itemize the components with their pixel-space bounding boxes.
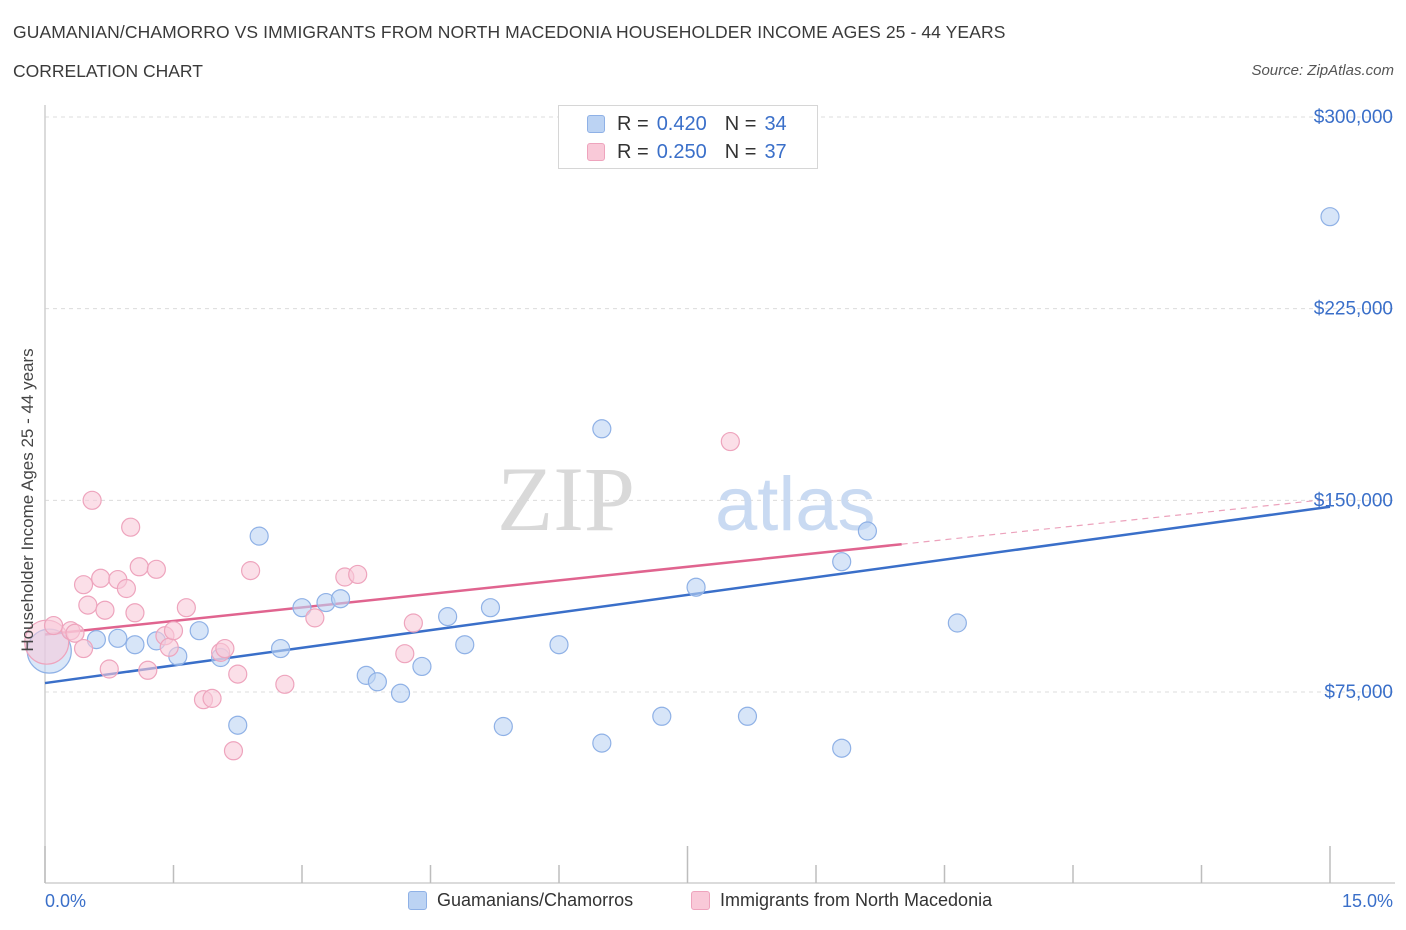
legend-swatch-blue: [587, 115, 605, 133]
point-guamanian: [832, 738, 852, 758]
watermark-atlas: atlas: [715, 462, 876, 547]
point-macedonia: [91, 568, 111, 588]
x-tick-label-min: 0.0%: [45, 891, 87, 911]
data-points: [24, 207, 1340, 761]
axes: [44, 105, 1395, 884]
point-macedonia: [129, 557, 149, 577]
legend-r-label: R =: [617, 140, 649, 163]
point-guamanian: [480, 598, 501, 618]
trend-line-guamanian: [44, 505, 1331, 685]
point-guamanian: [228, 715, 248, 735]
x-tick-label-max: 15.0%: [1341, 891, 1393, 911]
point-macedonia: [159, 637, 179, 657]
legend-n-value: 37: [764, 140, 787, 163]
point-guamanian: [592, 419, 612, 439]
legend-r-label: R =: [617, 112, 649, 135]
point-macedonia: [403, 613, 423, 633]
point-macedonia: [99, 659, 119, 679]
point-guamanian: [493, 716, 513, 737]
point-guamanian: [292, 598, 312, 618]
point-macedonia: [82, 490, 102, 510]
point-guamanian: [737, 706, 758, 726]
legend-r-value: 0.250: [656, 140, 707, 163]
point-macedonia: [348, 564, 368, 585]
legend-row-guamanian: R = 0.420 N = 34: [559, 110, 787, 138]
grid-lines: [45, 116, 1395, 693]
legend-r-value: 0.420: [656, 112, 707, 135]
chart-subtitle: CORRELATION CHART: [13, 61, 203, 81]
point-macedonia: [43, 615, 64, 636]
chart-title: GUAMANIAN/CHAMORRO VS IMMIGRANTS FROM NO…: [13, 22, 1006, 42]
point-guamanian: [857, 521, 878, 541]
point-guamanian: [189, 621, 209, 641]
point-macedonia: [125, 603, 145, 623]
point-macedonia: [65, 623, 85, 643]
point-guamanian: [1320, 207, 1340, 227]
legend-n-value: 34: [764, 112, 787, 135]
point-macedonia: [202, 688, 222, 708]
y-tick-label: $150,000: [1314, 490, 1393, 511]
point-guamanian: [108, 628, 128, 648]
y-axis-label-wrap: Householder Income Ages 25 - 44 years: [16, 320, 40, 680]
legend-row-macedonia: R = 0.250 N = 37: [559, 138, 787, 166]
point-macedonia: [78, 595, 98, 615]
bottom-legend-label: Immigrants from North Macedonia: [720, 890, 993, 910]
watermark: ZIP atlas: [497, 448, 876, 550]
point-macedonia: [95, 600, 115, 620]
point-macedonia: [395, 644, 415, 664]
source-label: Source: ZipAtlas.com: [1251, 62, 1394, 79]
point-macedonia: [163, 621, 184, 641]
point-guamanian: [270, 638, 291, 659]
y-tick-label: $75,000: [1324, 682, 1393, 703]
point-guamanian: [390, 683, 411, 703]
point-macedonia: [138, 660, 158, 680]
point-macedonia: [305, 608, 325, 628]
point-macedonia: [116, 578, 136, 599]
point-macedonia: [73, 575, 94, 595]
y-tick-labels: $75,000 $150,000 $225,000 $300,000: [1314, 107, 1393, 703]
point-macedonia: [121, 517, 141, 537]
point-guamanian: [367, 672, 387, 692]
point-guamanian: [455, 635, 475, 655]
y-tick-label: $225,000: [1314, 299, 1393, 320]
point-guamanian: [549, 635, 569, 655]
point-macedonia: [73, 638, 94, 659]
point-macedonia: [228, 664, 248, 684]
point-guamanian: [832, 552, 852, 572]
point-macedonia: [223, 741, 244, 761]
point-macedonia: [215, 638, 235, 659]
point-macedonia: [241, 561, 261, 581]
trend-line-macedonia-extension: [901, 498, 1331, 545]
point-guamanian: [125, 635, 145, 655]
point-macedonia: [275, 674, 295, 694]
point-guamanian: [592, 733, 612, 753]
legend-n-label: N =: [724, 112, 757, 135]
point-macedonia: [146, 559, 166, 579]
point-guamanian: [652, 706, 672, 726]
point-macedonia: [720, 431, 740, 452]
bottom-legend-guamanian: Guamanians/Chamorros: [408, 890, 633, 911]
point-guamanian: [330, 589, 351, 609]
point-guamanian: [947, 613, 967, 633]
point-macedonia: [176, 598, 196, 618]
stats-legend: R = 0.420 N = 34 R = 0.250 N = 37: [558, 105, 818, 169]
watermark-zip: ZIP: [497, 448, 635, 550]
bottom-legend-label: Guamanians/Chamorros: [437, 890, 634, 910]
trend-lines: [44, 498, 1331, 685]
point-guamanian: [686, 577, 706, 597]
bottom-legend-macedonia: Immigrants from North Macedonia: [691, 890, 992, 911]
point-guamanian: [412, 656, 432, 677]
point-guamanian: [438, 607, 458, 627]
legend-swatch-pink: [587, 143, 605, 161]
y-axis-label: Householder Income Ages 25 - 44 years: [18, 348, 37, 652]
y-tick-label: $300,000: [1314, 107, 1393, 128]
point-guamanian: [249, 526, 269, 546]
bottom-legend-swatch-blue: [408, 891, 427, 910]
trend-line-macedonia: [44, 542, 902, 636]
bottom-legend-swatch-pink: [691, 891, 710, 910]
legend-n-label: N =: [724, 140, 757, 163]
axis-ticks: [44, 846, 1331, 883]
